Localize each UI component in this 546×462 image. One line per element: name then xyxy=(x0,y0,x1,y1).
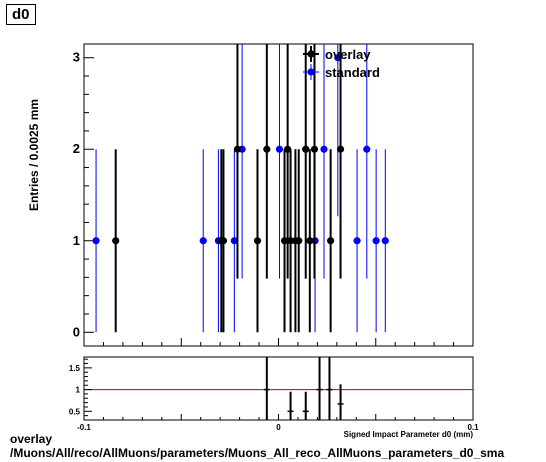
overlay-point xyxy=(302,145,310,153)
standard-point xyxy=(230,237,238,245)
legend-standard-marker xyxy=(307,68,315,76)
ratio-x-tick-label: 0 xyxy=(276,423,281,432)
standard-point xyxy=(372,237,380,245)
ratio-y-tick-label: 1 xyxy=(76,386,81,395)
standard-point xyxy=(353,237,361,245)
legend-overlay-label: overlay xyxy=(325,47,371,62)
overlay-point xyxy=(306,237,314,245)
y-tick-label: 3 xyxy=(73,50,80,65)
legend-overlay-marker xyxy=(307,50,315,58)
legend-standard-label: standard xyxy=(325,65,380,80)
overlay-point xyxy=(233,145,242,153)
overlay-point xyxy=(253,237,262,245)
standard-point xyxy=(92,237,100,245)
main-frame xyxy=(83,43,474,347)
overlay-point xyxy=(310,145,319,153)
ratio-x-tick-label: 0.1 xyxy=(467,423,479,432)
ratio-frame xyxy=(83,356,474,421)
overlay-point xyxy=(112,237,120,245)
caption-line-2: /Muons/All/reco/AllMuons/parameters/Muon… xyxy=(10,446,505,460)
standard-point xyxy=(199,237,207,245)
standard-point xyxy=(320,145,328,153)
standard-point xyxy=(275,145,284,153)
overlay-point xyxy=(263,145,271,153)
overlay-point xyxy=(219,237,228,245)
overlay-point xyxy=(280,237,289,245)
y-tick-label: 2 xyxy=(73,141,80,156)
overlay-point xyxy=(284,145,292,153)
plot-title: d0 xyxy=(6,4,36,25)
overlay-point xyxy=(327,237,335,245)
y-tick-label: 1 xyxy=(73,233,80,248)
ratio-x-tick-label: -0.1 xyxy=(77,423,91,432)
ratio-x-axis-label: Signed Impact Parameter d0 (mm) xyxy=(344,430,474,439)
standard-point xyxy=(381,237,389,245)
standard-point xyxy=(363,145,371,153)
overlay-point xyxy=(295,237,303,245)
caption-line-1: overlay xyxy=(10,432,53,446)
y-axis-label: Entries / 0.0025 mm xyxy=(27,99,41,211)
overlay-point xyxy=(336,145,345,153)
y-tick-label: 0 xyxy=(73,324,80,339)
ratio-y-tick-label: 0.5 xyxy=(69,407,81,416)
ratio-y-tick-label: 1.5 xyxy=(69,364,81,373)
